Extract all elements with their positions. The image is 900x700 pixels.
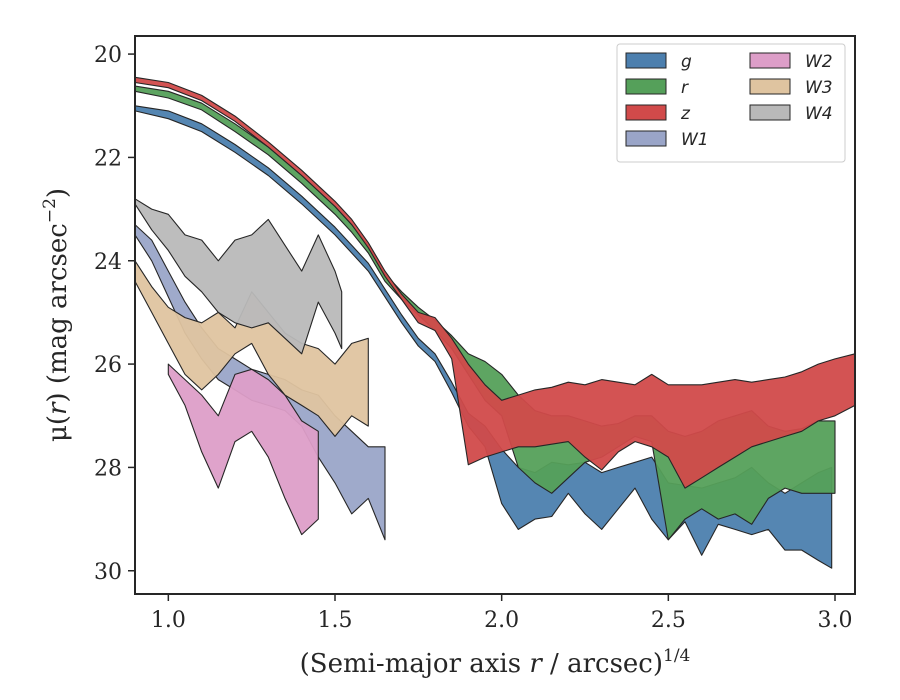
x-axis-ticks: 1.0 1.5 2.0 2.5 3.0 (151, 594, 853, 633)
legend-swatch-g (625, 52, 667, 69)
x-tick-label: 2.5 (651, 608, 686, 633)
y-tick-label: 26 (94, 353, 122, 378)
y-tick-label: 20 (94, 43, 122, 68)
legend-swatch-W2 (749, 52, 791, 69)
x-tick-label: 3.0 (818, 608, 853, 633)
profile-bands (134, 76, 856, 569)
y-tick-label: 22 (94, 146, 122, 171)
legend-label-z: z (680, 104, 691, 124)
legend-label-r: r (681, 78, 689, 98)
y-tick-label: 30 (94, 560, 122, 585)
legend-label-W4: W4 (805, 104, 833, 124)
x-tick-label: 1.5 (318, 608, 353, 633)
legend-label-W3: W3 (805, 78, 833, 98)
x-axis-label: (Semi-major axis r / arcsec)1/4 (300, 646, 691, 679)
legend-label-g: g (681, 52, 692, 72)
legend-swatch-z (625, 104, 667, 121)
legend-swatch-W4 (749, 104, 791, 121)
legend: grz W1 W2 W3 W4 (616, 43, 846, 163)
legend-swatch-W1 (625, 130, 667, 147)
band-W2 (167, 363, 319, 536)
legend-swatch-r (625, 78, 667, 95)
band-W4 (134, 198, 343, 355)
y-axis-ticks: 20 22 24 26 28 30 (94, 43, 135, 585)
y-axis-label: μ(r) (mag arcsec−2) (40, 188, 73, 442)
plot-frame (134, 35, 856, 595)
legend-box (616, 43, 846, 163)
legend-label-W2: W2 (805, 52, 833, 72)
x-tick-label: 2.0 (484, 608, 519, 633)
band-g (134, 105, 833, 569)
legend-label-W1: W1 (681, 130, 709, 150)
y-tick-label: 24 (94, 250, 122, 275)
legend-swatch-W3 (749, 78, 791, 95)
y-tick-label: 28 (94, 456, 122, 481)
x-tick-label: 1.0 (151, 608, 186, 633)
